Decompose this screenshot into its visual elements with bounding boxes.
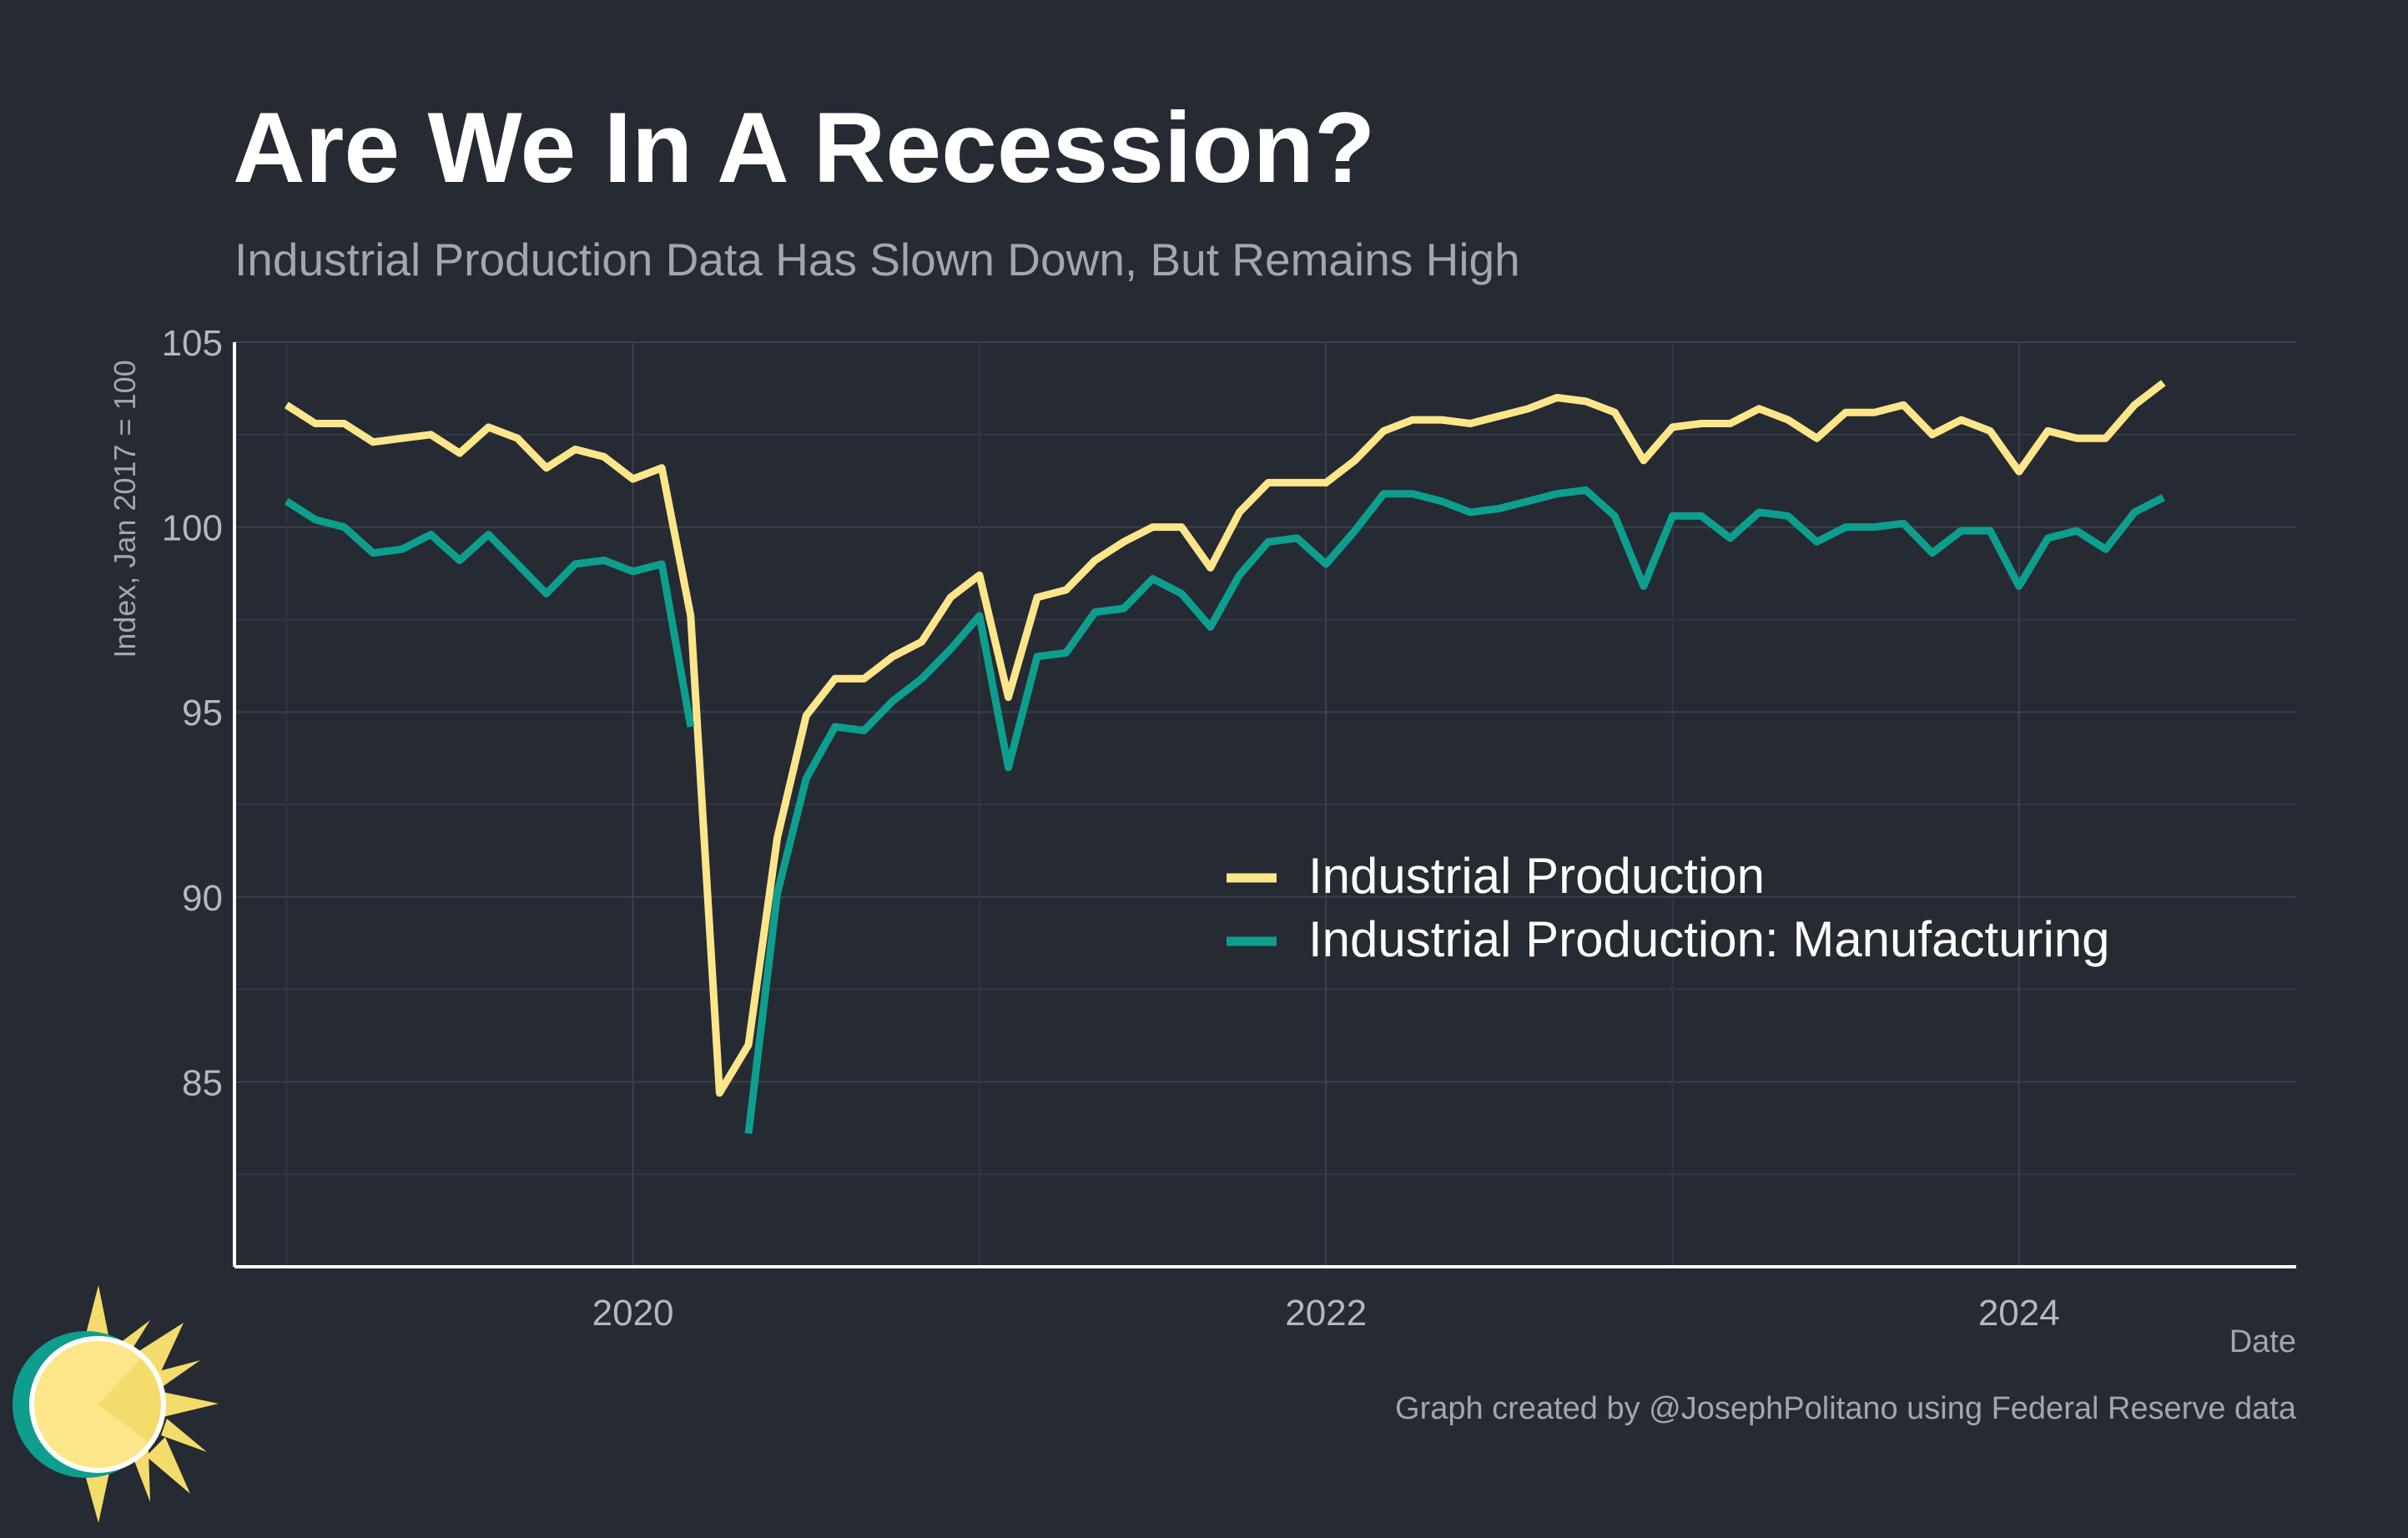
chart-subtitle: Industrial Production Data Has Slown Dow… xyxy=(234,234,1520,285)
x-axis-label: Date xyxy=(2229,1324,2296,1359)
x-tick-label: 2022 xyxy=(1285,1293,1367,1334)
y-tick-label: 90 xyxy=(182,878,223,919)
y-tick-label: 100 xyxy=(162,508,223,549)
y-tick-label: 105 xyxy=(162,323,223,364)
y-tick-label: 85 xyxy=(182,1062,223,1103)
legend: Industrial Production Industrial Product… xyxy=(1227,848,2110,967)
grid xyxy=(234,341,2296,1268)
y-axis-label: Index, Jan 2017 = 100 xyxy=(108,360,142,658)
series-line-industrial-production xyxy=(284,380,2166,1097)
axes: 85 90 95 100 105 2020 2022 2024 xyxy=(162,323,2296,1334)
series-line-industrial-production-manufacturing xyxy=(284,486,2165,1134)
legend-label-industrial-production: Industrial Production xyxy=(1308,848,1765,904)
caption: Graph created by @JosephPolitano using F… xyxy=(1395,1391,2297,1426)
x-tick-label: 2024 xyxy=(1978,1293,2060,1334)
sun-logo-icon xyxy=(13,1285,219,1523)
chart-title: Are We In A Recession? xyxy=(233,92,1375,204)
legend-label-industrial-production-manufacturing: Industrial Production: Manufacturing xyxy=(1308,911,2110,967)
x-tick-label: 2020 xyxy=(592,1293,674,1334)
series-layer xyxy=(284,380,2166,1134)
y-tick-label: 95 xyxy=(182,693,223,734)
